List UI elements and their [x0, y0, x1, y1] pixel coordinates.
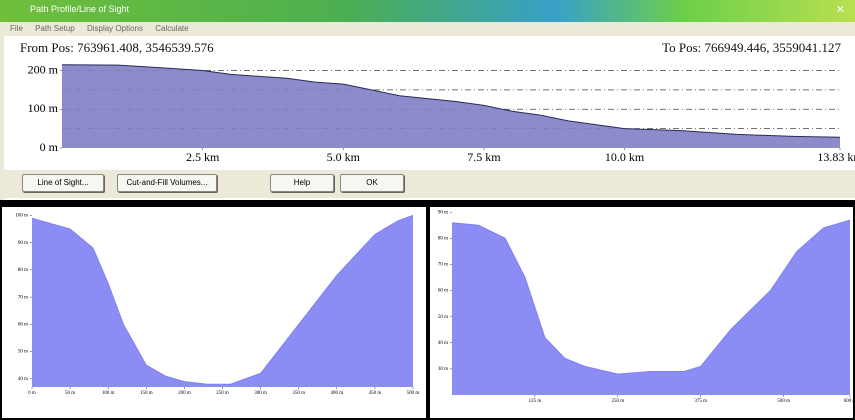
x-tick-label: 250 m [216, 391, 229, 396]
area-fill [32, 215, 413, 387]
x-tick-label: 5.0 km [327, 150, 361, 164]
y-tick-label: 40 m [438, 341, 448, 346]
x-tick-label: 375 m [694, 399, 707, 404]
y-tick-label: 60 m [438, 289, 448, 294]
y-tick-label: 0 m [40, 140, 59, 154]
x-tick-label: 100 m [102, 391, 115, 396]
x-tick-label: 500 m [407, 391, 420, 396]
x-tick-label: 500 m [777, 399, 790, 404]
x-tick-label: 250 m [612, 399, 625, 404]
y-tick-label: 50 m [18, 350, 28, 355]
y-tick-label: 80 m [18, 268, 28, 273]
y-tick-label: 90 m [438, 210, 448, 215]
charts: 0 m 100 m 200 m 2.5 km 5.0 km 7.5 km 10.0 km 13… [0, 0, 855, 420]
y-tick-label: 100 m [15, 214, 28, 219]
x-tick-label: 200 m [178, 391, 191, 396]
x-tick-label: 350 m [292, 391, 305, 396]
y-tick-label: 70 m [438, 263, 448, 268]
y-tick-label: 70 m [18, 295, 28, 300]
y-tick-label: 60 m [18, 323, 28, 328]
y-tick-label: 200 m [28, 62, 59, 76]
x-tick-label: 125 m [529, 399, 542, 404]
x-tick-label: 0 m [28, 391, 36, 396]
x-tick-label: 50 m [65, 391, 75, 396]
screenshot: Path Profile/Line of Sight ✕ File Path S… [0, 0, 855, 420]
y-tick-label: 90 m [18, 241, 28, 246]
area-fill [62, 65, 840, 148]
area-fill [452, 220, 850, 395]
x-tick-label: 300 m [254, 391, 267, 396]
x-tick-label: 600 m [844, 399, 855, 404]
x-tick-label: 2.5 km [186, 150, 220, 164]
y-tick-label: 50 m [438, 315, 448, 320]
x-tick-label: 150 m [140, 391, 153, 396]
y-tick-label: 100 m [28, 101, 59, 115]
x-tick-label: 400 m [330, 391, 343, 396]
y-tick-label: 40 m [18, 377, 28, 382]
x-tick-label: 7.5 km [467, 150, 501, 164]
y-tick-label: 30 m [438, 367, 448, 372]
x-tick-label: 450 m [369, 391, 382, 396]
x-tick-label: 10.0 km [605, 150, 645, 164]
y-tick-label: 80 m [438, 236, 448, 241]
x-tick-label: 13.83 km [817, 150, 855, 164]
